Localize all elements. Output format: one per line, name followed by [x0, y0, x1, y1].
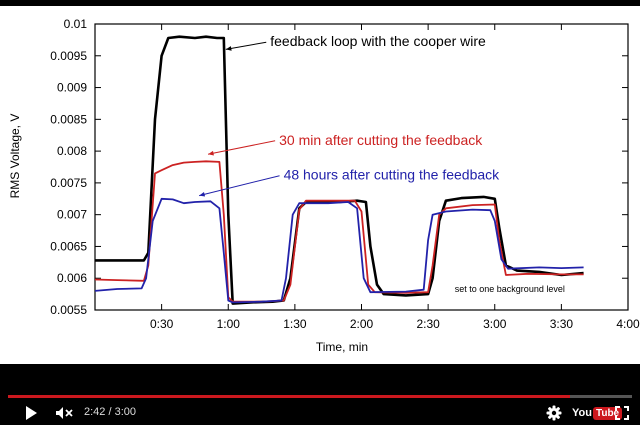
y-tick-label: 0.009: [57, 81, 87, 95]
logo-tube: Tube: [592, 406, 623, 420]
x-tick-label: 2:00: [350, 317, 374, 331]
chart: 0.0055 0.006 0.0065 0.007 0.0075 0.008 0.0085 0…: [8, 17, 640, 354]
x-tick-label: 2:30: [416, 317, 440, 331]
video-frame[interactable]: [0, 6, 640, 364]
x-tick-label: 1:30: [283, 317, 307, 331]
progress-fill: [8, 395, 570, 398]
x-tick-label: 3:30: [550, 317, 574, 331]
annotation-arrow: [225, 41, 267, 50]
annotation-label: feedback loop with the cooper wire: [270, 33, 486, 49]
x-tick-label: 4:00: [616, 317, 640, 331]
annotation-arrowhead: [199, 192, 206, 197]
series-line-2: [94, 160, 584, 303]
time-total: 3:00: [114, 406, 137, 418]
y-tick-label: 0.01: [64, 17, 88, 31]
youtube-logo[interactable]: You Tube: [572, 406, 623, 420]
fullscreen-icon[interactable]: [615, 406, 629, 420]
annotation-label: 48 hours after cutting the feedback: [284, 167, 501, 183]
y-tick-label: 0.0075: [50, 176, 87, 190]
annotation-label: 30 min after cutting the feedback: [279, 132, 483, 148]
annotation-arrow: [207, 140, 276, 155]
progress-bar[interactable]: [8, 395, 632, 398]
y-tick-label: 0.007: [57, 208, 87, 222]
gear-icon[interactable]: [546, 405, 562, 421]
annotation-label: set to one background level: [455, 284, 565, 294]
player-controls: 2:42 / 3:00 You Tube: [0, 364, 640, 425]
y-tick-label: 0.006: [57, 271, 87, 285]
x-axis-label: Time, min: [316, 340, 368, 354]
x-tick-label: 1:00: [217, 317, 241, 331]
y-axis-label: RMS Voltage, V: [8, 114, 22, 199]
annotation-arrowhead: [208, 150, 214, 156]
annotation-arrow: [199, 175, 280, 197]
top-letterbox: [0, 0, 640, 6]
y-tick-label: 0.0085: [50, 112, 87, 126]
time-current: 2:42: [84, 406, 106, 418]
play-icon[interactable]: [24, 405, 38, 421]
time-separator: /: [105, 406, 115, 418]
logo-you: You: [572, 407, 592, 419]
x-tick-label: 3:00: [483, 317, 507, 331]
annotation-arrowhead: [225, 46, 232, 51]
y-tick-label: 0.0055: [50, 303, 87, 317]
x-tick-label: 0:30: [150, 317, 174, 331]
y-tick-label: 0.0065: [50, 239, 87, 253]
series-line-3: [94, 197, 584, 304]
time-readout: 2:42 / 3:00: [84, 406, 136, 418]
y-tick-label: 0.008: [57, 144, 87, 158]
mute-icon[interactable]: [55, 406, 75, 420]
y-tick-label: 0.0095: [50, 49, 87, 63]
